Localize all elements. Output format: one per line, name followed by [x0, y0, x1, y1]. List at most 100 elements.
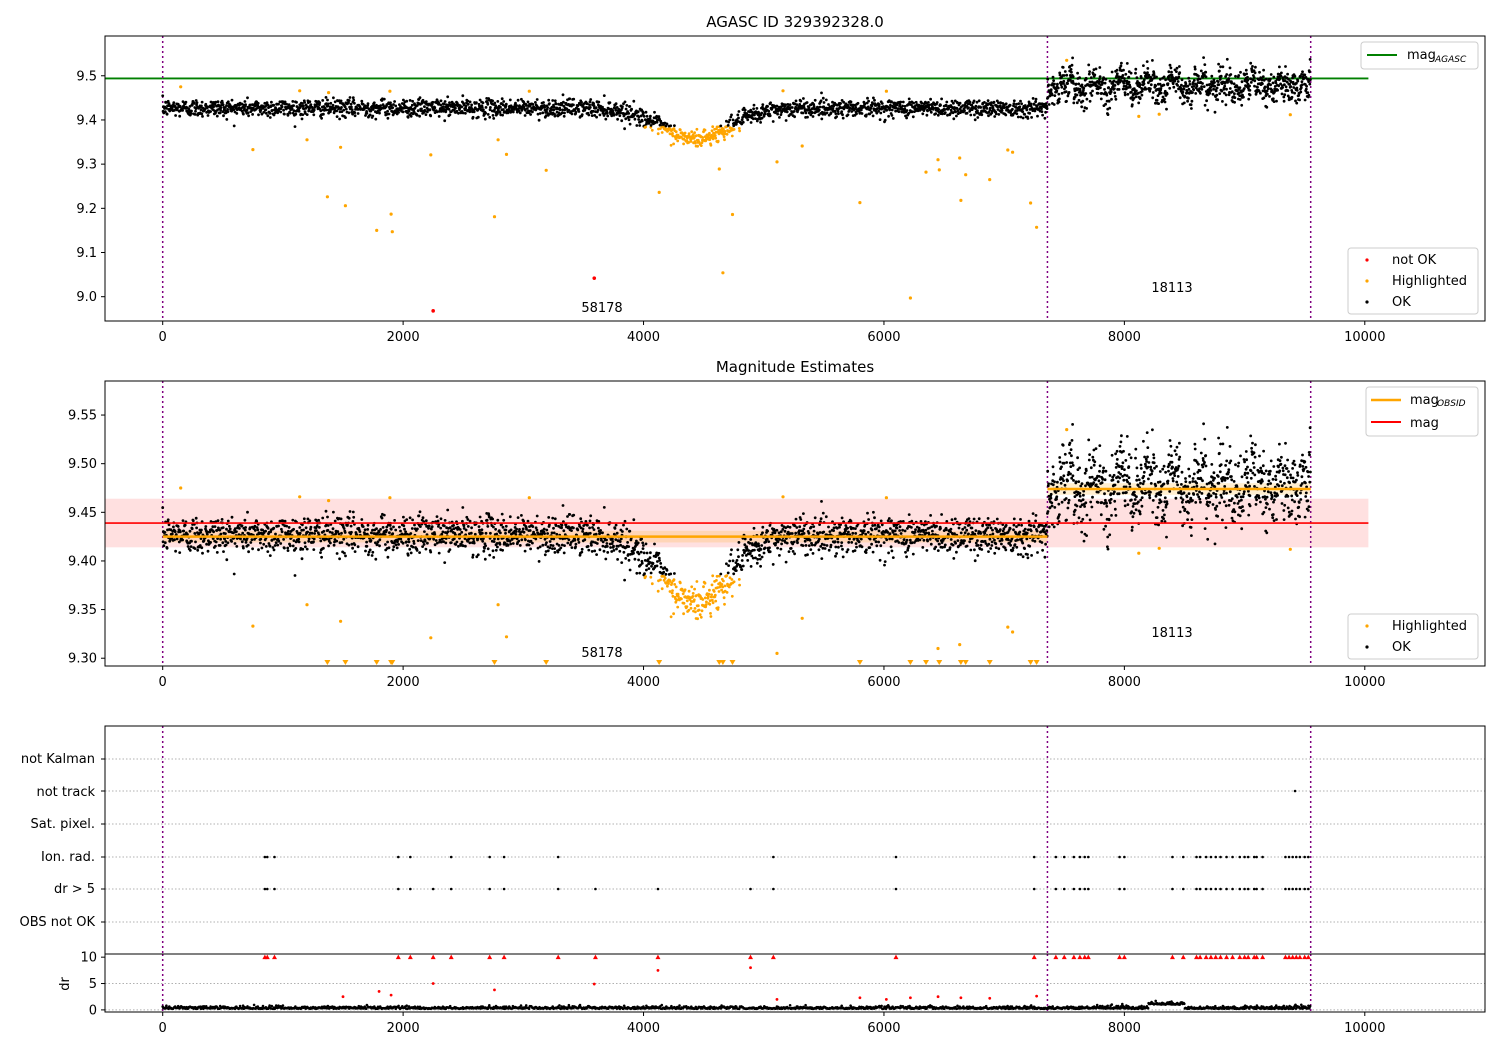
highlighted-point [689, 602, 692, 606]
ok-point [1245, 72, 1248, 76]
ok-point [259, 541, 262, 545]
highlighted-point [660, 131, 664, 134]
ok-point [1138, 97, 1142, 100]
ok-point [332, 96, 335, 100]
ok-point [405, 106, 409, 110]
ok-point [551, 547, 554, 550]
ok-point [850, 110, 854, 113]
ok-point [524, 538, 527, 542]
ok-point [627, 545, 631, 548]
ok-point [1193, 67, 1197, 71]
ok-point [1134, 71, 1137, 75]
ok-point [1306, 78, 1310, 81]
ok-point [1087, 63, 1091, 67]
ok-point [897, 110, 901, 113]
highlighted-point [527, 89, 531, 93]
ok-point [496, 112, 499, 115]
ok-point [271, 546, 275, 549]
ok-point [498, 111, 502, 114]
ok-point [280, 527, 283, 531]
ok-point [526, 100, 530, 104]
ok-point [1177, 75, 1181, 79]
ok-point [669, 124, 673, 128]
highlighted-point [649, 575, 653, 579]
ok-point [347, 99, 351, 102]
ok-point [435, 110, 439, 114]
ok-point [1274, 81, 1278, 85]
ok-point [640, 119, 644, 123]
ok-point [200, 546, 204, 550]
ok-point [501, 525, 505, 529]
ok-point [285, 524, 288, 528]
ok-point [304, 545, 307, 549]
ok-point [595, 553, 598, 556]
ok-point [955, 114, 958, 118]
ok-point [801, 111, 805, 115]
ok-point [556, 550, 560, 554]
highlighted-point [669, 143, 673, 147]
ok-point [295, 100, 298, 104]
highlighted-point [496, 138, 500, 142]
ok-point [1047, 103, 1051, 106]
ok-point [356, 545, 360, 549]
ok-point [956, 109, 960, 113]
ok-point [611, 540, 615, 543]
ok-point [410, 103, 414, 107]
ok-point [1236, 86, 1239, 89]
ok-point [298, 526, 302, 529]
highlighted-point [692, 598, 696, 602]
highlighted-point [666, 584, 669, 588]
ok-point [408, 99, 412, 102]
top-panel-title: AGASC ID 329392328.0 [706, 13, 884, 31]
ok-point [1237, 91, 1241, 95]
ok-point [628, 122, 632, 126]
ok-point [802, 97, 805, 100]
ok-point [1266, 87, 1270, 90]
ok-point [1254, 92, 1258, 96]
ok-point [552, 108, 556, 112]
ok-point [1129, 71, 1133, 75]
ok-point [225, 558, 229, 562]
ok-point [1069, 68, 1073, 71]
ok-point [1052, 79, 1055, 82]
ok-point [1218, 92, 1222, 95]
ok-point [807, 106, 811, 109]
ok-point [879, 111, 883, 115]
ok-point [1053, 94, 1057, 97]
x-tick-label: 10000 [1344, 330, 1385, 345]
highlighted-point [723, 129, 727, 133]
ok-point [421, 545, 424, 548]
highlighted-point [708, 602, 712, 606]
ok-point [829, 111, 833, 115]
highlighted-point [737, 126, 741, 130]
ok-point [342, 537, 346, 541]
ok-point [329, 110, 332, 114]
highlighted-point [728, 576, 732, 580]
ok-point [266, 526, 270, 530]
ok-point [340, 531, 343, 535]
ok-point [225, 527, 228, 531]
ok-point [1112, 79, 1116, 83]
ok-point [484, 111, 487, 115]
ok-point [619, 111, 622, 115]
ok-point [637, 558, 640, 562]
ok-point [1029, 102, 1033, 106]
ok-point [1113, 87, 1116, 90]
highlighted-point [677, 595, 680, 598]
ok-point [1230, 81, 1234, 85]
ok-point [1178, 65, 1181, 68]
ok-point [1189, 103, 1193, 107]
ok-point [1165, 107, 1168, 111]
ok-point [1015, 112, 1019, 116]
ok-point [831, 107, 835, 111]
ok-point [353, 114, 357, 118]
ok-point [854, 106, 858, 109]
ok-point [577, 110, 581, 113]
ok-point [1171, 82, 1175, 85]
ok-point [437, 101, 441, 105]
ok-point [827, 103, 830, 106]
ok-point [796, 108, 800, 112]
ok-point [728, 559, 732, 563]
ok-point [1090, 94, 1094, 97]
ok-point [306, 517, 310, 521]
